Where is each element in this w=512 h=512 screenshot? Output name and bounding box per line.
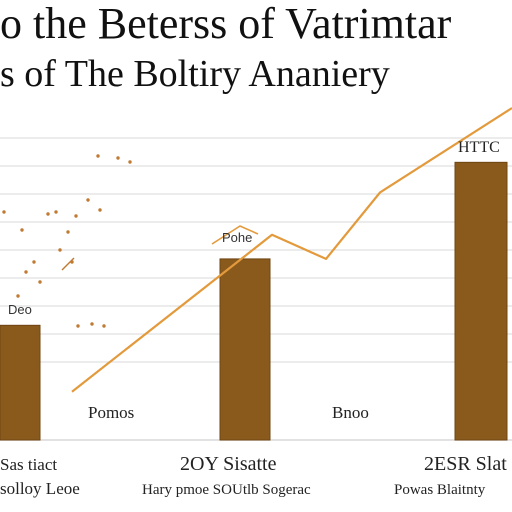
category-2-line-1: 2OY Sisatte <box>180 453 277 475</box>
bar-annotation-2: Pohe <box>222 230 252 245</box>
scatter-dot <box>2 210 6 214</box>
scatter-dot <box>86 198 90 202</box>
bar-1 <box>0 324 41 441</box>
category-3-line-1: 2ESR Slat <box>424 453 507 475</box>
scatter-dot <box>96 154 100 158</box>
scatter-dot <box>66 230 70 234</box>
category-2-line-2: Hary pmoe SOUtlb Sogerac <box>142 482 311 498</box>
scatter-dash <box>61 257 75 271</box>
trend-line-path <box>71 107 512 393</box>
scatter-dot <box>46 212 50 216</box>
category-1-line-2: solloy Leoe <box>0 479 80 498</box>
scatter-dot <box>32 260 36 264</box>
scatter-dot <box>58 248 62 252</box>
scatter-dot <box>128 160 132 164</box>
chart-title-line-2: s of The Boltiry Ananiery <box>0 53 390 95</box>
scatter-dot <box>24 270 28 274</box>
mid-annotation-1: Pomos <box>88 403 134 422</box>
category-1-line-1: Sas tiact <box>0 455 57 474</box>
category-3-line-2: Powas Blaitnty <box>394 482 486 498</box>
scatter-dot <box>90 322 94 326</box>
scatter-dot <box>102 324 106 328</box>
bar-annotation-3: HTTC <box>458 139 500 156</box>
scatter-dot <box>20 228 24 232</box>
scatter-dot <box>16 294 20 298</box>
scatter-dot <box>116 156 120 160</box>
scatter-dot <box>54 210 58 214</box>
bar-annotation-1: Deo <box>8 302 32 317</box>
scatter-dot <box>76 324 80 328</box>
chart-title-line-1: o the Beterss of Vatrimtar <box>0 0 452 48</box>
trend-line-callout <box>211 225 259 245</box>
bar-3 <box>454 161 508 441</box>
mid-annotation-2: Bnoo <box>332 403 369 422</box>
bar-2 <box>219 258 271 441</box>
scatter-dot <box>98 208 102 212</box>
scatter-dots <box>2 154 132 328</box>
trend-line <box>71 107 512 393</box>
scatter-dot <box>38 280 42 284</box>
scatter-dot <box>74 214 78 218</box>
bars <box>0 161 508 441</box>
